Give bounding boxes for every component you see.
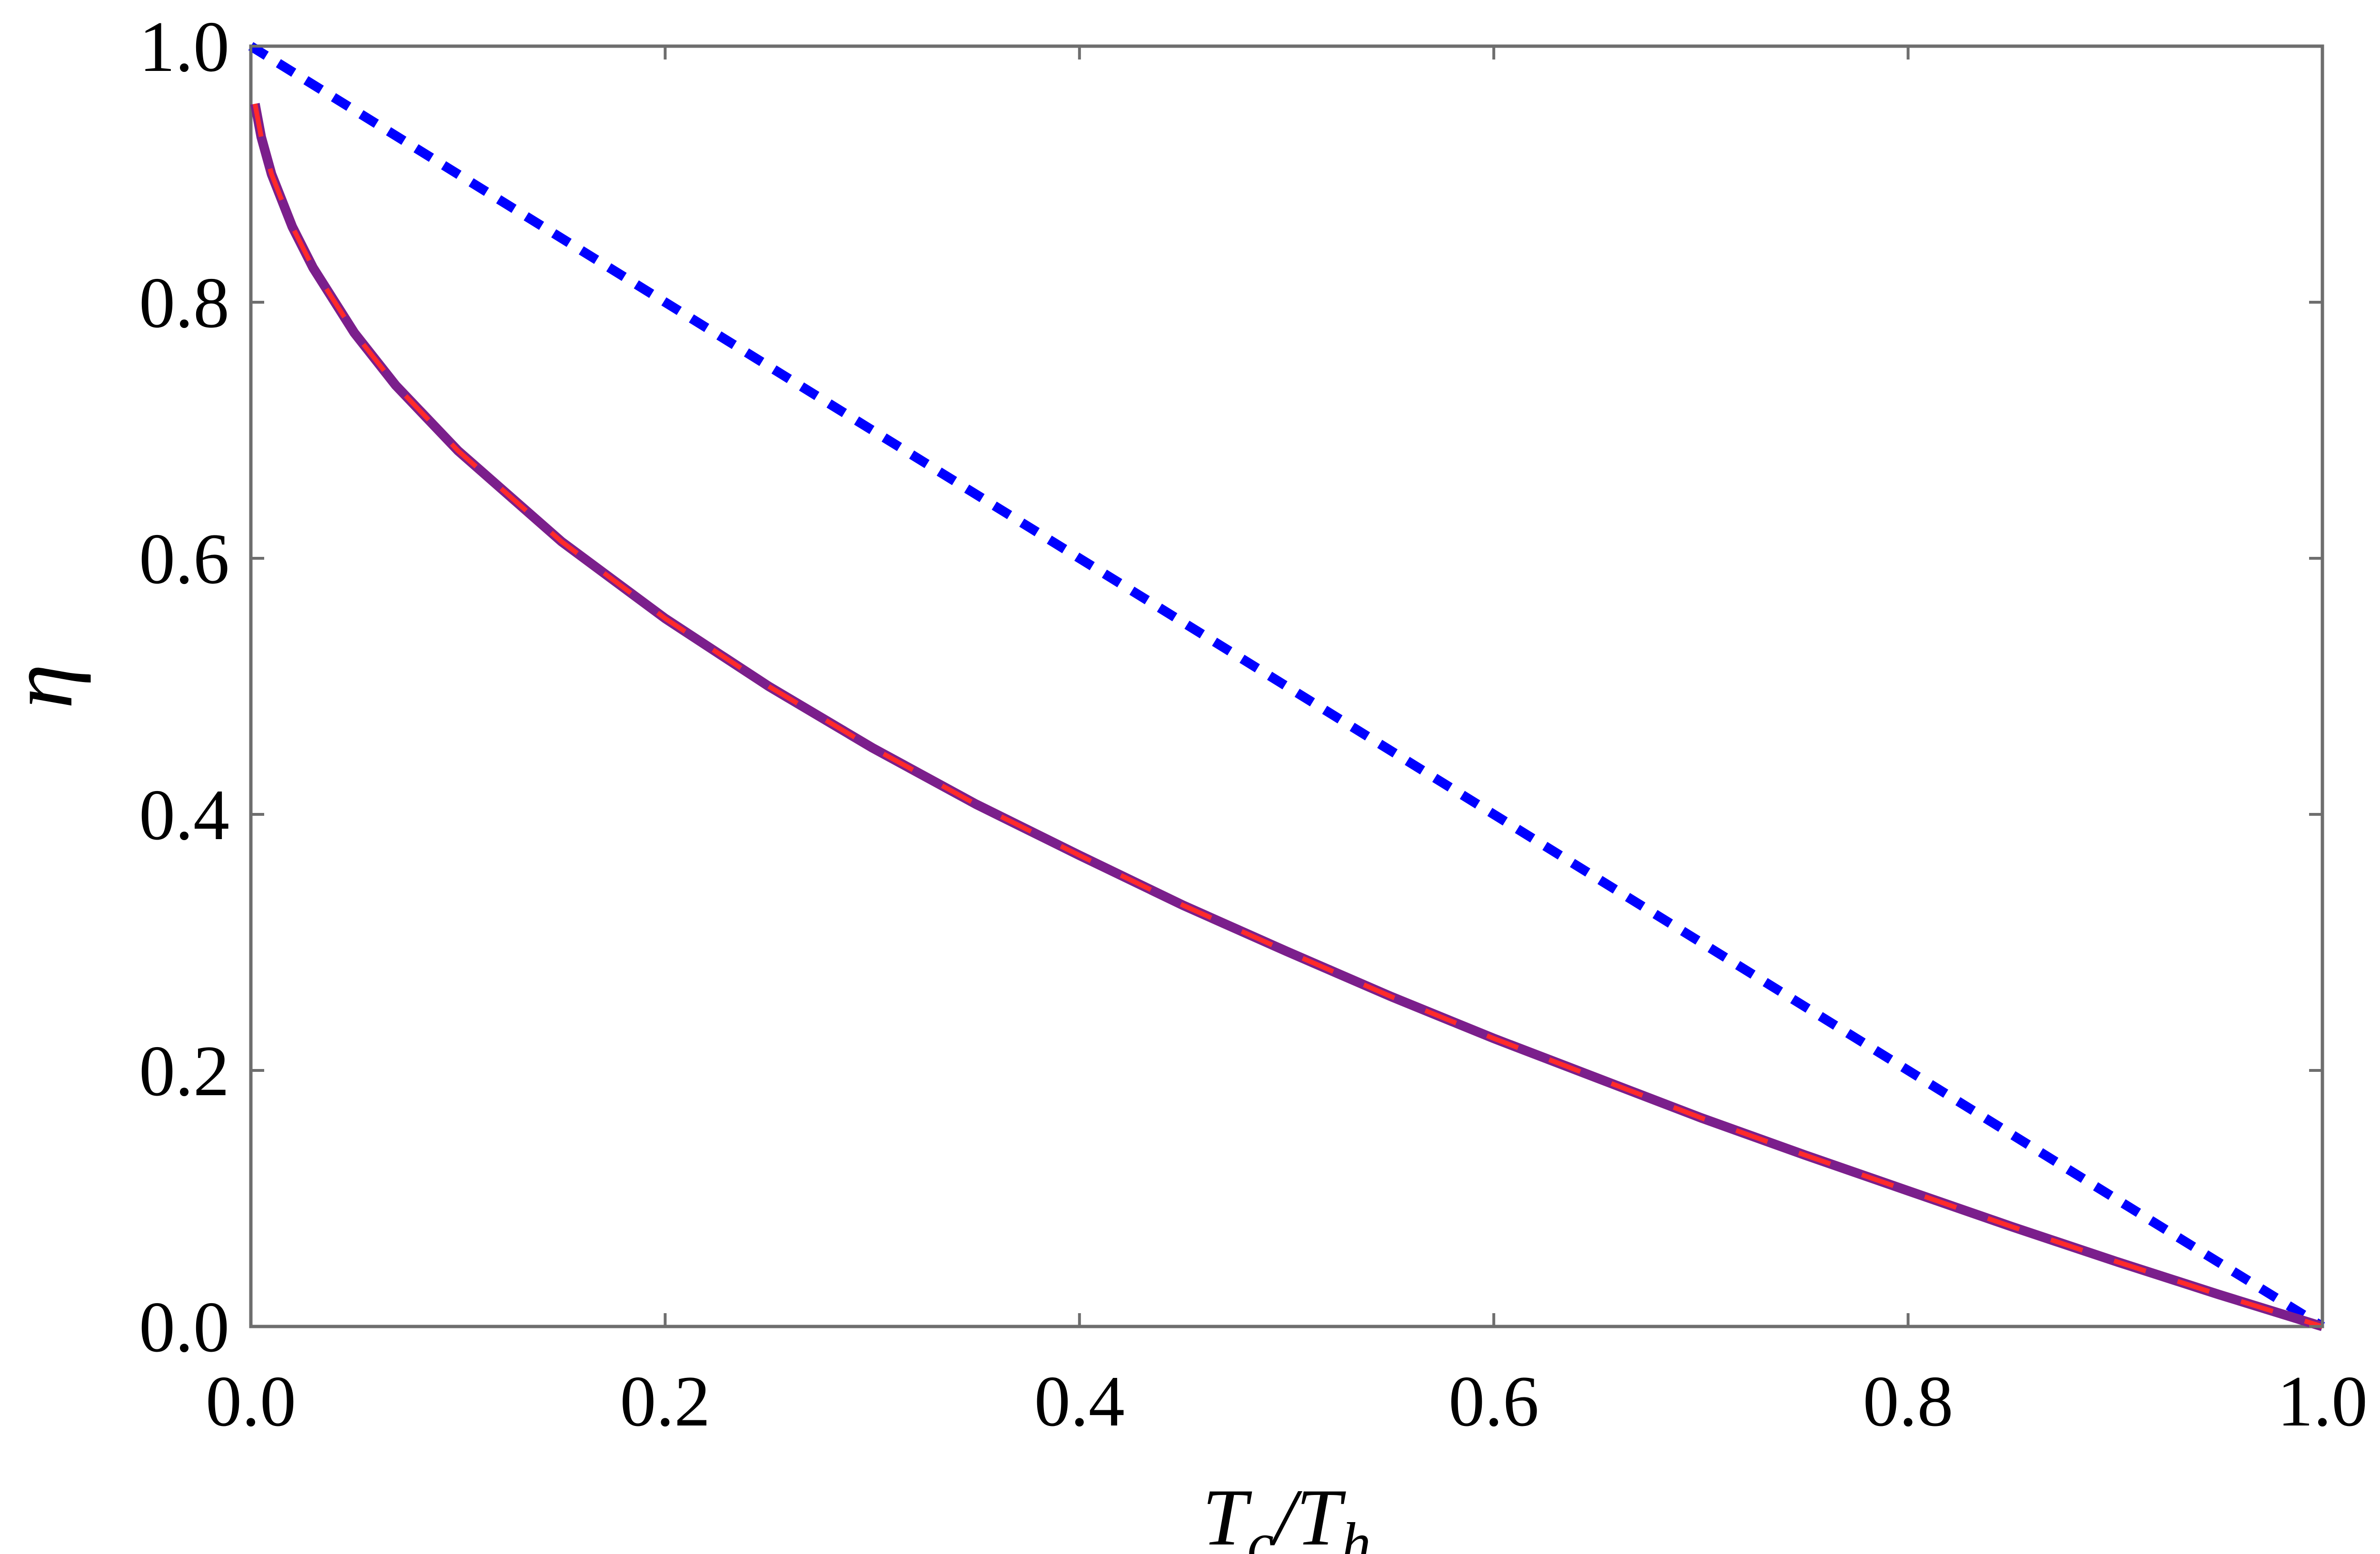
x-tick-label: 0.6: [1448, 1361, 1539, 1441]
y-tick-label: 1.0: [139, 7, 229, 87]
x-tick-label: 1.0: [2277, 1361, 2368, 1441]
y-tick-label: 0.4: [139, 775, 229, 855]
x-tick-label: 0.0: [206, 1361, 296, 1441]
y-axis-label: η: [0, 664, 91, 709]
series-layer: [248, 42, 2325, 1331]
y-tick-label: 0.6: [139, 519, 229, 599]
series-line-dashed: [252, 103, 2323, 1329]
x-axis-ticks: 0.0 0.2 0.4 0.6 0.8 1.0: [206, 46, 2368, 1441]
svg-text:η: η: [0, 664, 91, 709]
y-tick-label: 0.0: [139, 1287, 229, 1367]
plot-frame: [249, 44, 2324, 1328]
x-axis-label: Tc/Th: [1202, 1473, 1371, 1554]
svg-text:Tc/Th: Tc/Th: [1202, 1473, 1371, 1554]
series-line-solid: [250, 103, 2324, 1331]
y-tick-label: 0.2: [139, 1031, 229, 1111]
x-tick-label: 0.8: [1863, 1361, 1954, 1441]
y-tick-label: 0.8: [139, 263, 229, 343]
series-line-dotted: [248, 42, 2325, 1331]
x-tick-label: 0.4: [1034, 1361, 1125, 1441]
y-axis-ticks: 0.0 0.2 0.4 0.6 0.8 1.0: [139, 7, 2322, 1367]
x-tick-label: 0.2: [620, 1361, 710, 1441]
